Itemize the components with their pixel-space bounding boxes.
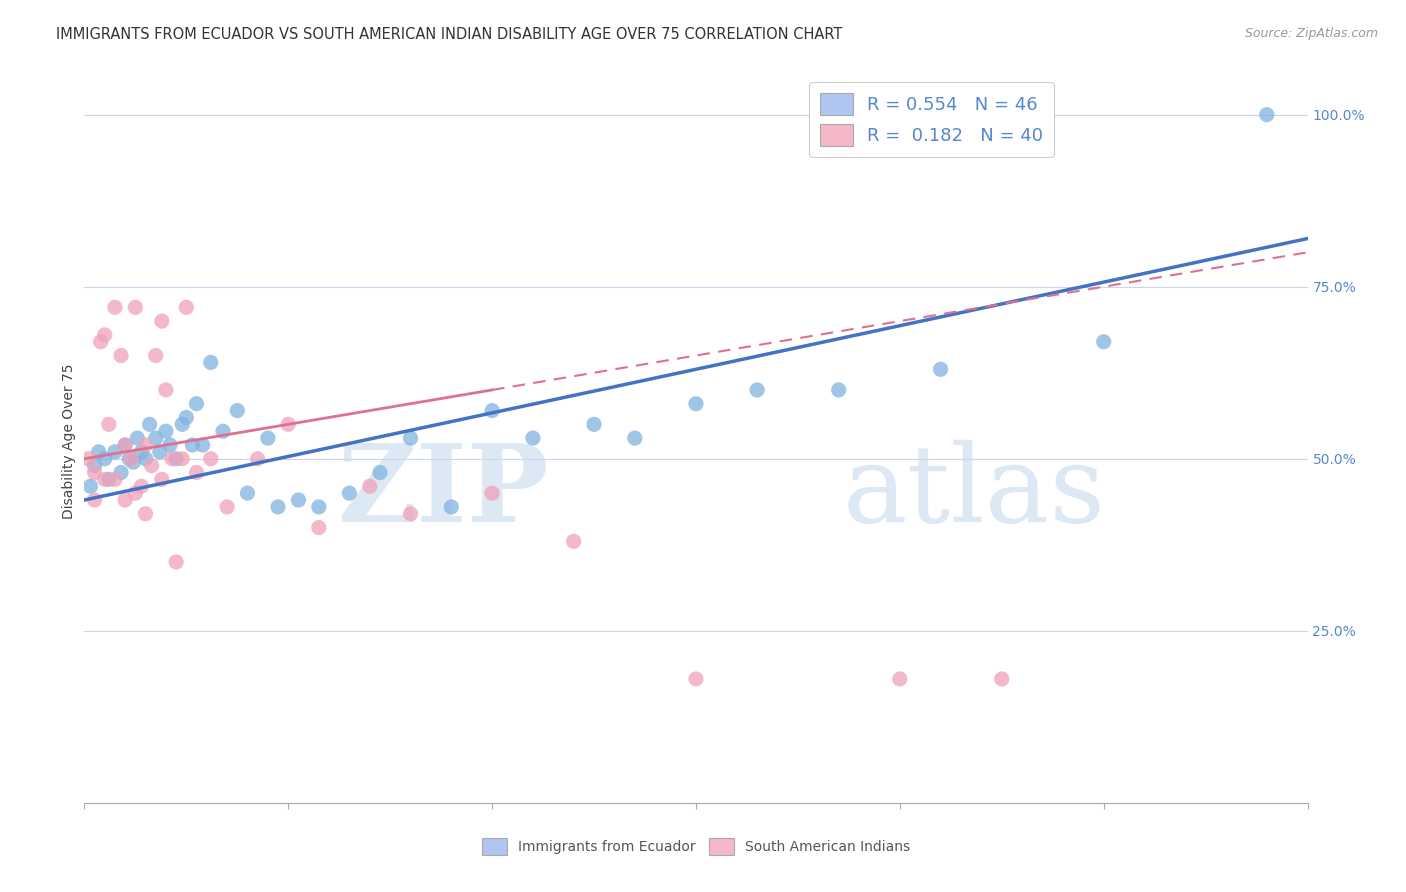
Point (399, 507, 422, 521)
Point (97, 472, 120, 486)
Point (287, 493, 309, 508)
Point (828, 383, 851, 397)
Point (481, 403, 503, 417)
Point (186, 397, 208, 411)
Point (159, 438, 181, 452)
Point (174, 410, 197, 425)
Y-axis label: Disability Age Over 75: Disability Age Over 75 (62, 364, 76, 519)
Point (1092, 334, 1115, 349)
Point (104, 301, 127, 315)
Point (583, 417, 606, 432)
Point (135, 507, 157, 521)
Point (150, 314, 173, 328)
Point (150, 472, 173, 486)
Point (114, 438, 136, 452)
Point (93, 451, 115, 466)
Point (200, 355, 222, 369)
Point (77, 451, 100, 466)
Point (339, 486, 361, 500)
Point (181, 438, 204, 452)
Point (93, 327, 115, 342)
Point (145, 431, 167, 445)
Point (217, 500, 239, 514)
Point (368, 466, 391, 480)
Text: ZIP: ZIP (337, 439, 550, 545)
Point (267, 500, 290, 514)
Point (889, 672, 911, 686)
Point (79, 479, 101, 493)
Point (165, 451, 187, 466)
Point (93, 472, 115, 486)
Point (359, 479, 381, 493)
Point (481, 486, 503, 500)
Text: atlas: atlas (842, 440, 1105, 545)
Point (191, 438, 214, 452)
Point (522, 431, 544, 445)
Point (624, 431, 647, 445)
Point (308, 500, 330, 514)
Point (97, 417, 120, 432)
Point (124, 301, 146, 315)
Legend: Immigrants from Ecuador, South American Indians: Immigrants from Ecuador, South American … (477, 833, 915, 861)
Text: Source: ZipAtlas.com: Source: ZipAtlas.com (1244, 27, 1378, 40)
Point (155, 424, 177, 438)
Point (83, 466, 105, 480)
Point (114, 438, 136, 452)
Point (991, 672, 1014, 686)
Point (131, 479, 153, 493)
Point (83, 493, 105, 508)
Point (165, 555, 187, 569)
Point (149, 445, 172, 459)
Point (141, 458, 163, 473)
Point (685, 397, 707, 411)
Point (174, 301, 197, 315)
Point (127, 431, 149, 445)
Point (131, 445, 153, 459)
Point (929, 362, 952, 376)
Point (747, 383, 769, 397)
Point (172, 417, 194, 432)
Point (200, 451, 222, 466)
Point (399, 431, 422, 445)
Point (236, 486, 259, 500)
Point (246, 451, 269, 466)
Point (226, 403, 249, 417)
Point (172, 451, 194, 466)
Point (145, 349, 167, 363)
Point (104, 472, 127, 486)
Point (120, 451, 142, 466)
Point (257, 431, 280, 445)
Point (155, 383, 177, 397)
Point (83, 458, 105, 473)
Point (1256, 108, 1278, 122)
Point (135, 438, 157, 452)
Point (110, 349, 132, 363)
Point (124, 486, 146, 500)
Point (440, 500, 463, 514)
Point (212, 424, 235, 438)
Point (90, 334, 112, 349)
Point (277, 417, 299, 432)
Point (160, 451, 183, 466)
Point (87, 445, 110, 459)
Point (135, 451, 157, 466)
Point (110, 466, 132, 480)
Point (308, 520, 330, 534)
Point (186, 466, 208, 480)
Point (122, 455, 145, 469)
Text: IMMIGRANTS FROM ECUADOR VS SOUTH AMERICAN INDIAN DISABILITY AGE OVER 75 CORRELAT: IMMIGRANTS FROM ECUADOR VS SOUTH AMERICA… (56, 27, 842, 42)
Point (118, 451, 141, 466)
Point (104, 445, 127, 459)
Point (562, 534, 585, 549)
Point (138, 417, 160, 432)
Point (685, 672, 707, 686)
Point (114, 493, 136, 508)
